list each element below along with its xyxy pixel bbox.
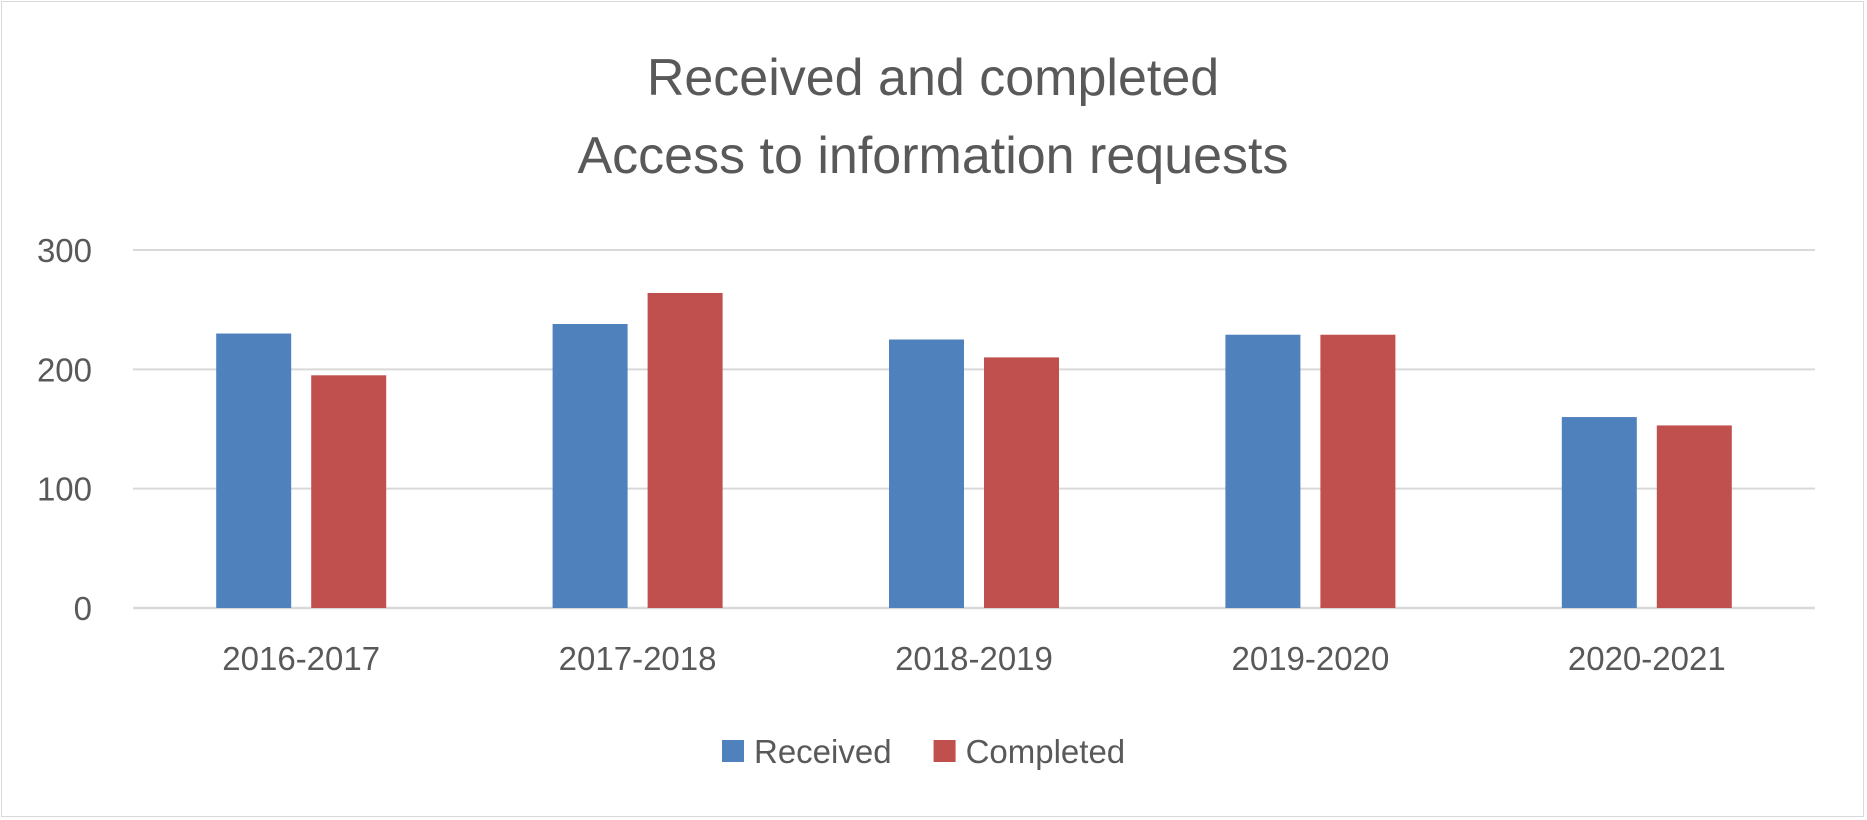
bar-completed-2019-2020 — [1320, 334, 1396, 608]
y-tick-label: 300 — [37, 232, 92, 269]
legend-label-received: Received — [754, 733, 892, 770]
x-tick-label: 2019-2020 — [1231, 640, 1389, 677]
x-tick-label: 2016-2017 — [222, 640, 380, 677]
x-tick-label: 2018-2019 — [895, 640, 1053, 677]
y-tick-label: 100 — [37, 471, 92, 508]
bar-completed-2016-2017 — [311, 375, 387, 608]
legend-label-completed: Completed — [966, 733, 1126, 770]
legend: Received Completed — [722, 733, 1125, 770]
y-tick-label: 0 — [74, 590, 92, 627]
legend-swatch-completed — [933, 740, 956, 762]
chart-title-line-1: Received and completed — [647, 49, 1219, 107]
gridlines — [133, 249, 1815, 610]
chart-title-line-2: Access to information requests — [578, 127, 1289, 185]
legend-swatch-received — [722, 740, 744, 762]
y-tick-label: 200 — [37, 351, 92, 388]
bar-received-2020-2021 — [1561, 417, 1637, 608]
bar-received-2017-2018 — [552, 323, 628, 608]
x-tick-label: 2017-2018 — [559, 640, 717, 677]
bar-completed-2017-2018 — [647, 292, 723, 608]
bar-completed-2018-2019 — [984, 357, 1059, 608]
bars — [216, 292, 1732, 608]
y-axis-ticks: 0 100 200 300 — [37, 232, 92, 627]
x-tick-label: 2020-2021 — [1568, 640, 1726, 677]
bar-received-2019-2020 — [1225, 334, 1301, 608]
bar-received-2016-2017 — [216, 333, 292, 608]
bar-completed-2020-2021 — [1656, 425, 1732, 608]
x-axis-ticks: 2016-2017 2017-2018 2018-2019 2019-2020 2020… — [222, 640, 1725, 677]
bar-received-2018-2019 — [889, 339, 964, 608]
